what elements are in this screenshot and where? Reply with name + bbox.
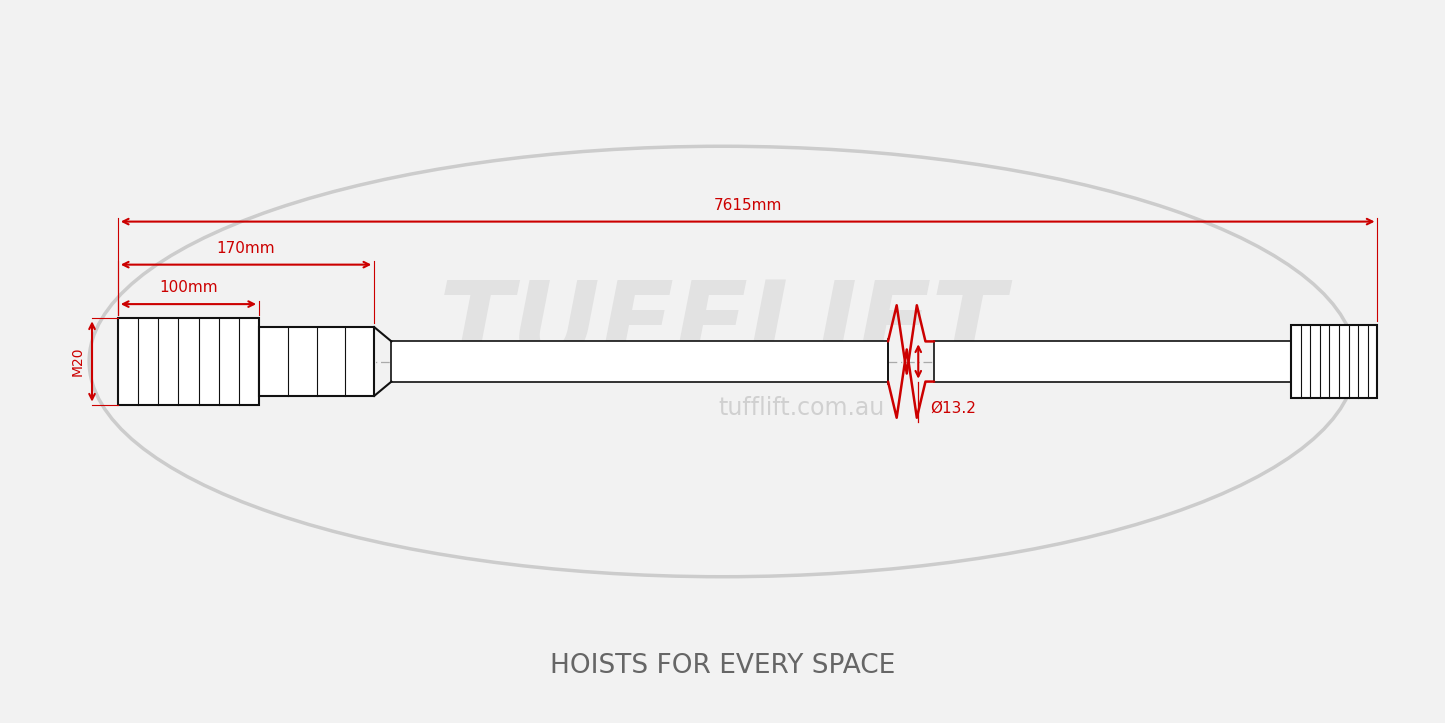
- Bar: [933, 341, 1290, 382]
- Text: TUFFLIFT: TUFFLIFT: [439, 276, 1006, 382]
- Bar: [392, 341, 889, 382]
- Bar: [259, 327, 374, 396]
- Bar: [118, 318, 259, 405]
- Text: 7615mm: 7615mm: [714, 198, 782, 213]
- Text: HOISTS FOR EVERY SPACE: HOISTS FOR EVERY SPACE: [551, 654, 894, 680]
- Text: tufflift.com.au: tufflift.com.au: [718, 396, 884, 420]
- Text: 100mm: 100mm: [159, 281, 218, 296]
- Text: Ø13.2: Ø13.2: [929, 401, 975, 416]
- Bar: [1290, 325, 1377, 398]
- Text: 170mm: 170mm: [217, 241, 276, 256]
- Text: M20: M20: [71, 347, 85, 376]
